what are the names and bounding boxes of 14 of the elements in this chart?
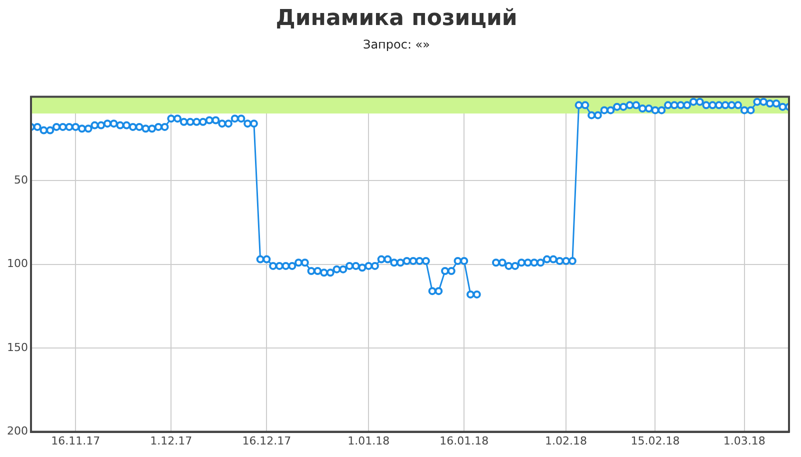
x-tick-label: 1.01.18 xyxy=(348,434,390,448)
x-tick-label: 1.03.18 xyxy=(723,434,766,448)
y-tick-label: 50 xyxy=(14,173,28,186)
y-tick-label: 150 xyxy=(6,340,28,354)
x-tick-label: 15.02.18 xyxy=(630,434,680,448)
x-tick-label: 16.01.18 xyxy=(440,434,489,448)
y-tick-label: 200 xyxy=(6,424,28,438)
x-tick-label: 1.02.18 xyxy=(545,434,588,448)
x-tick-label: 16.11.17 xyxy=(51,434,100,448)
y-tick-label: 100 xyxy=(6,257,28,270)
x-tick-label: 16.12.17 xyxy=(242,434,292,448)
x-tick-label: 1.12.17 xyxy=(150,434,192,448)
chart-subtitle: Запрос: «» xyxy=(363,38,430,52)
chart-title: Динамика позиций xyxy=(276,6,518,31)
